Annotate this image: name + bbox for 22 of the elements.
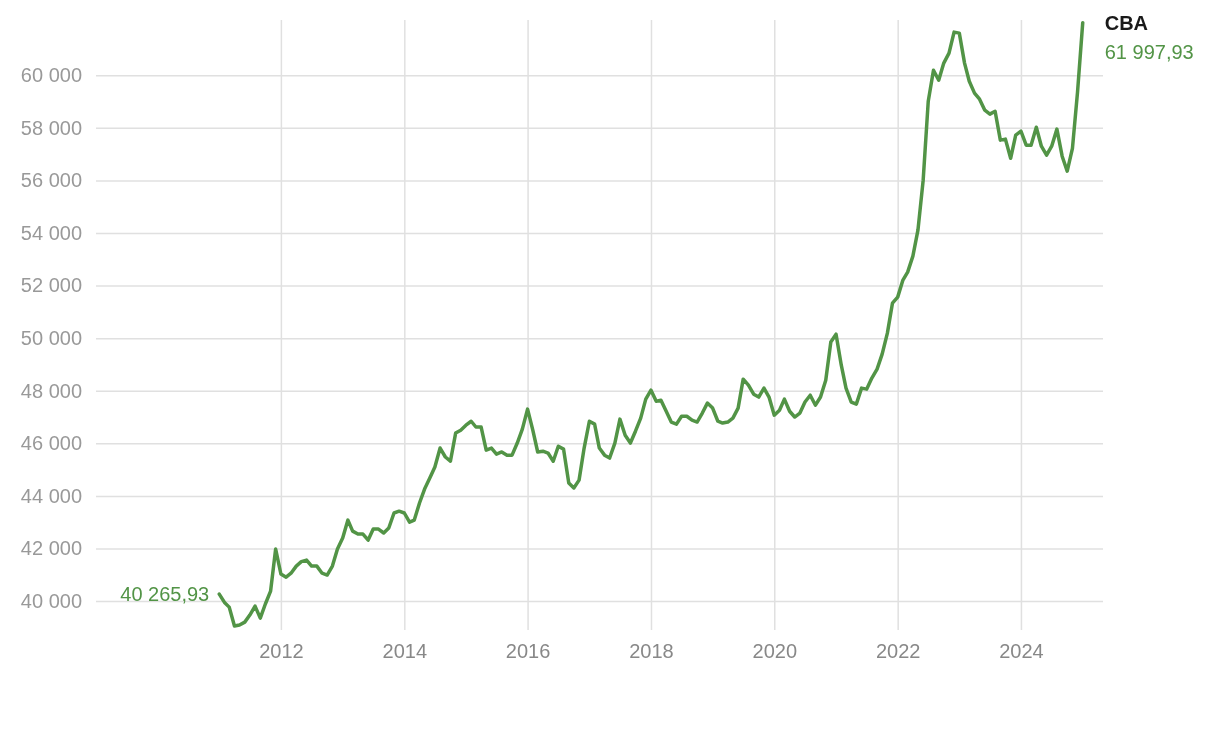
- y-tick-label: 58 000: [20, 116, 82, 139]
- y-tick-label: 48 000: [20, 379, 82, 402]
- x-tick-label: 2024: [999, 640, 1044, 663]
- x-tick-label: 2016: [505, 640, 551, 663]
- x-tick-label: 2012: [259, 640, 304, 663]
- y-tick-label: 40 000: [20, 589, 82, 612]
- data-label: 40 265,93: [120, 583, 210, 606]
- y-tick-label: 60 000: [20, 64, 82, 87]
- y-tick-label: 44 000: [20, 484, 82, 507]
- x-tick-label: 2014: [382, 640, 428, 663]
- x-tick-label: 2018: [629, 640, 674, 663]
- x-tick-label: 2020: [752, 640, 798, 663]
- line-series: [217, 20, 1085, 628]
- x-tick-label: 2022: [875, 640, 921, 663]
- y-tick-label: 50 000: [20, 327, 82, 350]
- y-tick-label: 46 000: [20, 432, 82, 455]
- y-tick-label: 54 000: [20, 221, 82, 244]
- y-tick-label: 52 000: [20, 274, 82, 297]
- data-label: 61 997,93: [1104, 40, 1194, 63]
- series-label: CBA: [1104, 11, 1149, 34]
- y-tick-label: 56 000: [20, 169, 82, 192]
- y-tick-label: 42 000: [20, 537, 82, 560]
